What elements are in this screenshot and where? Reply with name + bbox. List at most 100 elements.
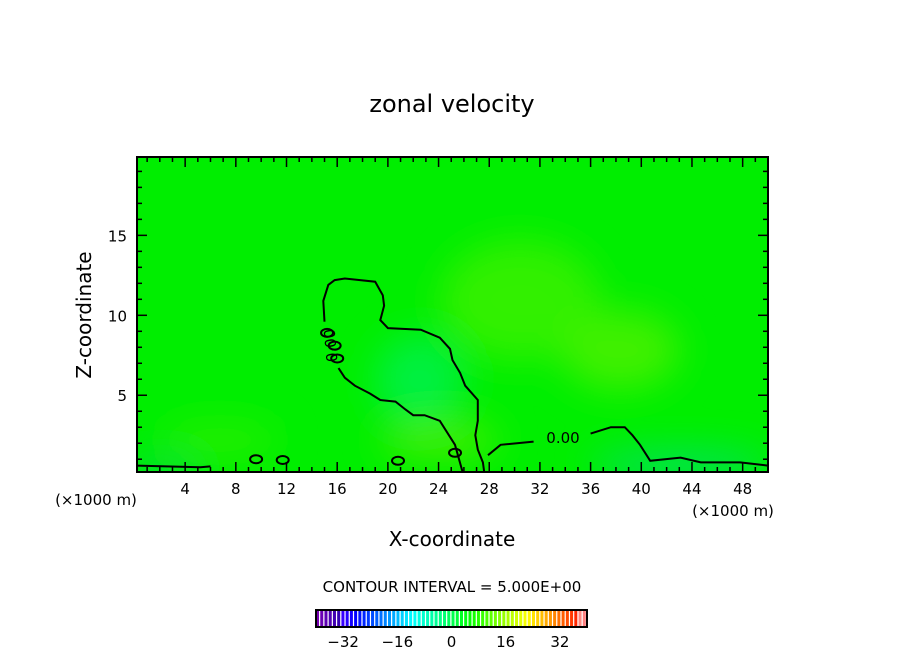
contour-loop [448,447,463,458]
colorbar-tick-label: 0 [447,633,457,651]
colorbar-swatch [506,610,510,627]
contour-line [137,464,211,469]
colorbar-tick-label: 16 [496,633,515,651]
x-axis-label: X-coordinate [389,527,516,551]
colorbar-swatch [421,610,425,627]
colorbar-swatch [400,610,404,627]
contour-lines [137,277,768,472]
x-tick-label: 20 [378,480,397,498]
x-tick-label: 32 [530,480,549,498]
colorbar-swatch [387,610,392,627]
colorbar-swatch [515,610,519,627]
colorbar-tick-label: −32 [327,633,359,651]
colorbar-swatch [464,610,468,627]
colorbar-swatch [548,610,552,627]
contour-loop [327,340,342,351]
colorbar-swatch [561,610,565,627]
colorbar-swatch [358,610,362,627]
colorbar-swatch [476,610,480,627]
x-tick-label: 12 [277,480,296,498]
x-tick-label: 40 [632,480,651,498]
colorbar-swatch [438,610,442,627]
colorbar-swatch [447,610,451,627]
colorbar-swatch [510,610,514,627]
contour-line [337,367,464,472]
colorbar-swatch [493,610,497,627]
contour-label-rotated: 0.00 [321,328,342,363]
colorbar-tick-label: −16 [381,633,413,651]
colorbar-swatch [565,610,569,627]
contour-interval-label: CONTOUR INTERVAL = 5.000E+00 [323,578,582,596]
colorbar-swatch [557,610,561,627]
contour-loop [275,455,290,466]
colorbar-swatch [578,610,582,627]
y-tick-label: 5 [117,387,127,405]
colorbar-frame [315,609,588,628]
colorbar-tick-label: 32 [550,633,569,651]
colorbar-swatch [392,610,396,627]
colorbar: −32 −16 0 16 32 [315,609,588,651]
colorbar-swatch [519,610,523,627]
colorbar-swatch [362,610,366,627]
contour-label: 0.00 [546,429,579,447]
colorbar-swatch [341,610,345,627]
colorbar-swatch [527,610,531,627]
colorbar-swatch [413,610,417,627]
x-unit-label-right: (×1000 m) [692,502,774,520]
colorbar-swatch [498,610,502,627]
chart-title: zonal velocity [369,90,534,118]
colorbar-swatch [540,610,544,627]
contour-loop [330,353,345,364]
x-tick-label: 24 [429,480,448,498]
colorbar-swatch [366,610,370,627]
x-tick-label: 8 [231,480,241,498]
x-tick-label: 28 [480,480,499,498]
colorbar-swatch [349,610,353,627]
colorbar-swatch [320,610,324,627]
colorbar-swatch [324,610,328,627]
x-tick-label: 44 [682,480,701,498]
colorbar-swatch [489,610,493,627]
x-tick-label: 16 [328,480,347,498]
colorbar-swatch [574,610,578,627]
colorbar-swatch [544,610,548,627]
x-tick-label: 36 [581,480,600,498]
colorbar-swatch [451,610,455,627]
colorbar-swatch [434,610,438,627]
colorbar-swatch [582,610,586,627]
colorbar-swatch [371,610,375,627]
field-shading [137,240,768,472]
colorbar-swatch [536,610,540,627]
colorbar-swatch [383,610,387,627]
plot-frame [136,156,769,473]
y-tick-label: 15 [108,227,127,245]
colorbar-swatch [345,610,349,627]
colorbar-swatch [468,610,472,627]
colorbar-swatch [354,610,358,627]
colorbar-swatch [430,610,434,627]
colorbar-swatch [485,610,489,627]
x-tick-label: 48 [733,480,752,498]
colorbar-swatch [404,610,408,627]
contour-line [322,277,486,472]
contour-loop [249,454,264,465]
colorbar-swatch [570,610,574,627]
colorbar-swatch [455,610,459,627]
colorbar-swatch [531,610,535,627]
y-axis-label: Z-coordinate [72,251,96,378]
colorbar-swatch [379,610,383,627]
colorbar-swatch [396,610,400,627]
colorbar-swatch [328,610,332,627]
colorbar-swatch [502,610,506,627]
contour-line [487,440,534,456]
colorbar-swatch [409,610,413,627]
contour-loop [391,455,406,466]
colorbar-swatch [375,610,379,627]
y-tick-label: 10 [108,307,127,325]
colorbar-swatch [472,610,476,627]
colorbar-swatch [332,610,336,627]
x-tick-label: 4 [180,480,190,498]
colorbar-swatch [417,610,421,627]
